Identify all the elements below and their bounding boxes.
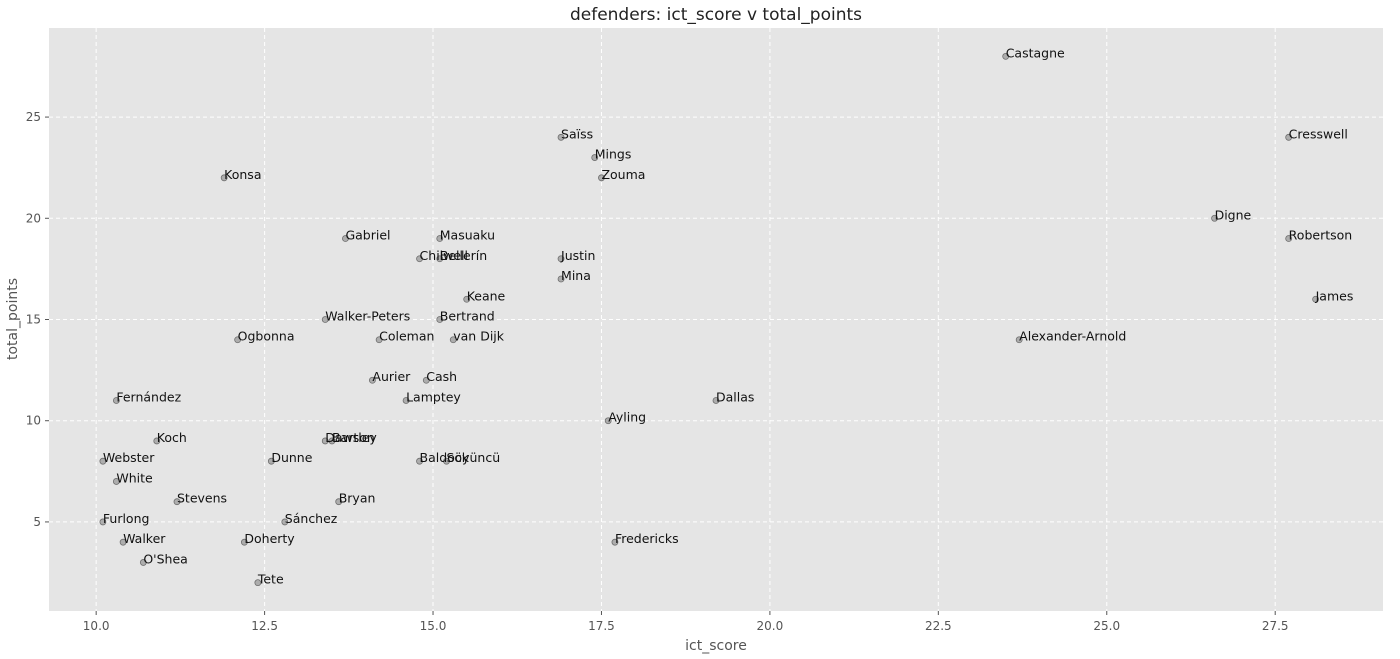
point-label: Robertson (1289, 228, 1353, 243)
point-label: Bryan (339, 491, 376, 506)
y-tick-label: 20 (26, 211, 41, 225)
point-label: Castagne (1006, 45, 1065, 60)
point-label: Saïss (561, 126, 593, 141)
point-label: Masuaku (440, 228, 495, 243)
point-label: Ogbonna (238, 329, 295, 344)
point-label: Tete (257, 572, 284, 587)
x-axis-label: ict_score (685, 638, 747, 654)
point-label: Furlong (103, 511, 150, 526)
point-label: Webster (103, 450, 155, 465)
point-label: Stevens (177, 491, 227, 506)
point-label: Mings (595, 147, 632, 162)
point-label: Keane (467, 288, 506, 303)
point-label: Mina (561, 268, 591, 283)
x-tick-label: 25.0 (1093, 619, 1120, 633)
point-label: Cash (426, 369, 457, 384)
point-label: Alexander-Arnold (1019, 329, 1126, 344)
point-label: Walker (123, 531, 166, 546)
point-label: James (1315, 288, 1354, 303)
y-axis-label: total_points (5, 278, 21, 360)
x-tick-label: 12.5 (251, 619, 278, 633)
point-label: Digne (1215, 207, 1252, 222)
point-label: Walker-Peters (325, 309, 410, 324)
point-label: Coleman (379, 329, 434, 344)
chart-title: defenders: ict_score v total_points (570, 5, 862, 25)
point-label: Zouma (601, 167, 645, 182)
point-label: Dunne (271, 450, 312, 465)
point-label: Gabriel (345, 228, 390, 243)
point-label: Fredericks (615, 531, 679, 546)
point-label: Bertrand (440, 309, 495, 324)
x-tick-label: 22.5 (925, 619, 952, 633)
point-label: Bellerín (440, 248, 487, 263)
y-tick-label: 5 (33, 515, 41, 529)
y-tick-label: 15 (26, 313, 41, 327)
point-label: Ayling (608, 410, 646, 425)
point-label: White (116, 470, 153, 485)
x-tick-label: 27.5 (1262, 619, 1289, 633)
point-label: Lamptey (406, 389, 461, 404)
x-tick-label: 10.0 (83, 619, 110, 633)
point-label: van Dijk (453, 329, 505, 344)
point-label: Doherty (244, 531, 295, 546)
point-label: Fernández (116, 389, 181, 404)
point-label: Justin (560, 248, 595, 263)
point-label: Cresswell (1289, 126, 1348, 141)
point-label: Koch (157, 430, 187, 445)
point-label: Aurier (372, 369, 411, 384)
point-label: Bartley (332, 430, 377, 445)
point-label: Konsa (224, 167, 261, 182)
point-label: Dallas (716, 389, 754, 404)
point-label: Sánchez (285, 511, 338, 526)
point-label: Söyüncü (447, 450, 501, 465)
x-tick-label: 15.0 (420, 619, 447, 633)
y-tick-label: 10 (26, 414, 41, 428)
y-tick-label: 25 (26, 110, 41, 124)
point-label: O'Shea (143, 551, 187, 566)
x-tick-label: 20.0 (757, 619, 784, 633)
x-tick-label: 17.5 (588, 619, 615, 633)
